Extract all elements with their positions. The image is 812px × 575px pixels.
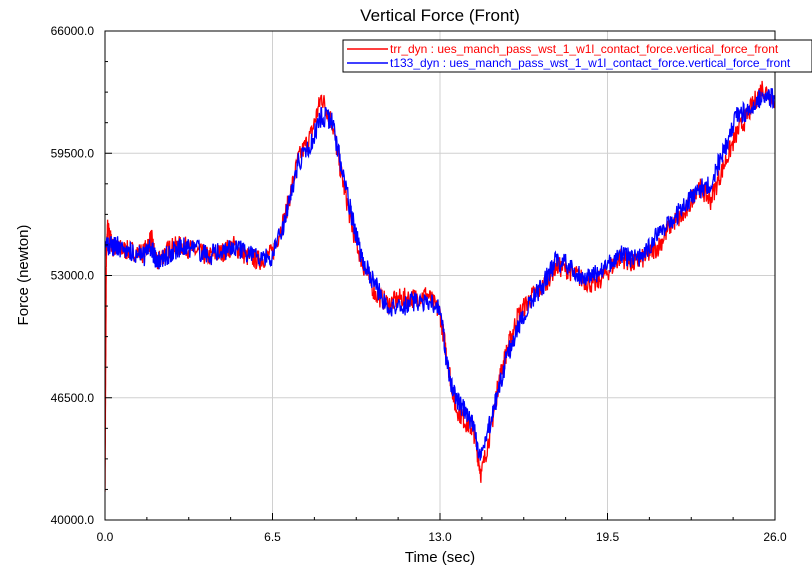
x-axis-ticks: 0.0 6.5 13.0 19.5 26.0	[97, 513, 787, 544]
x-tick-label: 19.5	[596, 530, 620, 544]
series-layer	[105, 80, 775, 492]
y-tick-label: 40000.0	[51, 513, 95, 527]
x-tick-label: 13.0	[428, 530, 452, 544]
chart-title: Vertical Force (Front)	[360, 6, 520, 25]
legend: trr_dyn : ues_manch_pass_wst_1_w1l_conta…	[342, 39, 812, 73]
y-tick-label: 66000.0	[51, 24, 95, 38]
minor-ticks	[105, 61, 734, 520]
legend-label-series-2: t133_dyn : ues_manch_pass_wst_1_w1l_cont…	[390, 56, 791, 70]
x-tick-label: 26.0	[763, 530, 787, 544]
legend-box	[342, 39, 812, 73]
y-axis-label: Force (newton)	[15, 225, 32, 326]
y-tick-label: 46500.0	[51, 391, 95, 405]
y-tick-label: 53000.0	[51, 269, 95, 283]
x-tick-label: 6.5	[264, 530, 281, 544]
series-line-2	[105, 88, 775, 461]
y-tick-label: 59500.0	[51, 146, 95, 160]
x-axis-label: Time (sec)	[405, 549, 475, 566]
y-axis-ticks: 40000.0 46500.0 53000.0 59500.0 66000.0	[51, 24, 112, 527]
x-tick-label: 0.0	[97, 530, 114, 544]
grid	[105, 31, 775, 520]
legend-label-series-1: trr_dyn : ues_manch_pass_wst_1_w1l_conta…	[390, 42, 779, 56]
